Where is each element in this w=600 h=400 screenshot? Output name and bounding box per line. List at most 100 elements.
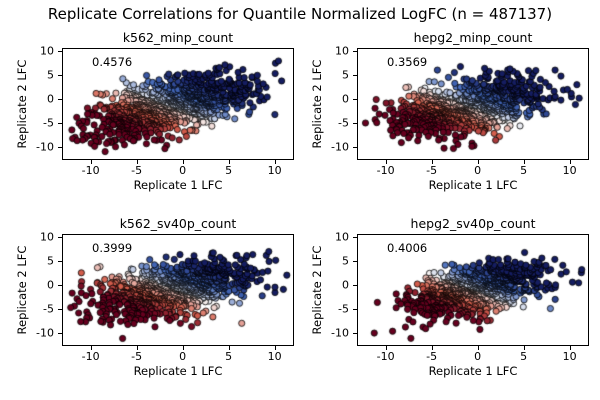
y-tick-mark [58, 333, 62, 335]
y-tick-label: -10 [331, 326, 349, 340]
x-tick-mark [523, 346, 525, 350]
y-axis-ticks: -10 -5 0 5 10 [307, 231, 357, 347]
y-tick-label: -5 [338, 116, 349, 130]
x-tick-mark [477, 160, 479, 164]
y-tick-mark [353, 99, 357, 101]
x-axis-ticks: -10 -5 0 5 10 [358, 160, 590, 178]
y-tick-mark [353, 333, 357, 335]
x-tick-mark [385, 346, 387, 350]
x-tick-mark [523, 160, 525, 164]
x-tick-label: 10 [562, 164, 577, 177]
subplot-hepg2-minp-count: hepg2_minp_count Replicate 2 LFC -10 -5 0 5… [305, 28, 595, 212]
y-tick-mark [58, 51, 62, 53]
x-tick-label: 10 [267, 164, 282, 177]
y-tick-label: 5 [47, 254, 54, 268]
y-axis-ticks: -10 -5 0 5 10 [12, 231, 62, 347]
y-tick-mark [353, 51, 357, 53]
x-tick-mark [182, 160, 184, 164]
y-tick-mark [58, 123, 62, 125]
x-tick-label: -10 [81, 164, 100, 177]
subplot-k562-sv40p-count: k562_sv40p_count Replicate 2 LFC -10 -5 0 5… [10, 214, 300, 398]
x-tick-label: 0 [474, 164, 482, 177]
y-tick-mark [353, 147, 357, 149]
x-tick-mark [274, 346, 276, 350]
y-tick-label: -10 [331, 140, 349, 154]
y-tick-label: 0 [342, 278, 349, 292]
x-tick-label: -5 [426, 164, 438, 177]
x-tick-label: 5 [520, 350, 528, 363]
correlation-annotation: 0.3999 [92, 241, 133, 255]
y-tick-mark [353, 237, 357, 239]
figure-title: Replicate Correlations for Quantile Norm… [47, 5, 553, 23]
y-tick-mark [58, 75, 62, 77]
x-tick-label: 10 [562, 350, 577, 363]
y-tick-label: 5 [342, 68, 349, 82]
x-tick-mark [431, 160, 433, 164]
y-tick-mark [353, 309, 357, 311]
y-tick-mark [58, 99, 62, 101]
x-tick-mark [569, 346, 571, 350]
x-tick-label: 5 [225, 164, 233, 177]
correlation-annotation: 0.3569 [387, 55, 428, 69]
y-tick-label: 10 [335, 230, 349, 244]
x-tick-mark [569, 160, 571, 164]
scatter-canvas [62, 48, 294, 160]
x-tick-label: 10 [267, 350, 282, 363]
subplot-hepg2-sv40p-count: hepg2_sv40p_count Replicate 2 LFC -10 -5 0… [305, 214, 595, 398]
x-tick-mark [90, 160, 92, 164]
x-tick-label: 5 [225, 350, 233, 363]
scatter-canvas [357, 234, 589, 346]
x-axis-label: Replicate 1 LFC [428, 178, 518, 192]
subplot-title: k562_minp_count [122, 30, 234, 45]
x-axis-label: Replicate 1 LFC [133, 178, 223, 192]
y-tick-label: 10 [40, 230, 54, 244]
x-axis-ticks: -10 -5 0 5 10 [63, 346, 295, 364]
y-tick-label: 10 [40, 44, 54, 58]
x-tick-mark [228, 160, 230, 164]
x-tick-mark [274, 160, 276, 164]
y-axis-ticks: -10 -5 0 5 10 [307, 45, 357, 161]
y-tick-label: -5 [338, 302, 349, 316]
y-tick-label: -5 [43, 302, 54, 316]
y-tick-mark [353, 123, 357, 125]
x-tick-mark [385, 160, 387, 164]
x-tick-label: 0 [179, 164, 187, 177]
subplot-title: hepg2_minp_count [413, 30, 533, 45]
y-tick-mark [353, 285, 357, 287]
x-axis-label: Replicate 1 LFC [133, 364, 223, 378]
correlation-annotation: 0.4576 [92, 55, 133, 69]
x-tick-mark [477, 346, 479, 350]
x-tick-label: -5 [131, 350, 143, 363]
x-tick-mark [136, 346, 138, 350]
y-tick-label: 0 [47, 278, 54, 292]
x-tick-mark [136, 160, 138, 164]
y-tick-mark [58, 285, 62, 287]
y-tick-mark [58, 237, 62, 239]
x-tick-mark [90, 346, 92, 350]
subplot-k562-minp-count: k562_minp_count Replicate 2 LFC -10 -5 0 5 1… [10, 28, 300, 212]
y-tick-mark [353, 75, 357, 77]
y-tick-label: -5 [43, 116, 54, 130]
y-axis-ticks: -10 -5 0 5 10 [12, 45, 62, 161]
x-axis-ticks: -10 -5 0 5 10 [63, 160, 295, 178]
x-tick-label: 0 [474, 350, 482, 363]
y-tick-label: 10 [335, 44, 349, 58]
x-tick-label: 5 [520, 164, 528, 177]
y-tick-mark [353, 261, 357, 263]
x-tick-label: -5 [131, 164, 143, 177]
x-tick-label: -10 [376, 164, 395, 177]
x-tick-mark [182, 346, 184, 350]
y-tick-label: 5 [47, 68, 54, 82]
y-tick-mark [58, 309, 62, 311]
y-tick-mark [58, 147, 62, 149]
scatter-canvas [62, 234, 294, 346]
subplot-title: hepg2_sv40p_count [410, 216, 536, 231]
y-tick-label: -10 [36, 326, 54, 340]
x-tick-label: -5 [426, 350, 438, 363]
x-tick-label: 0 [179, 350, 187, 363]
scatter-canvas [357, 48, 589, 160]
x-axis-label: Replicate 1 LFC [428, 364, 518, 378]
y-tick-mark [58, 261, 62, 263]
subplot-title: k562_sv40p_count [119, 216, 237, 231]
